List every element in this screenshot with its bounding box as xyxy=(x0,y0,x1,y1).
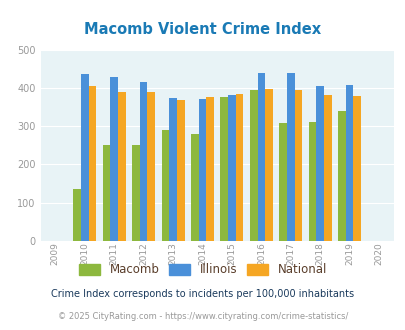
Bar xyxy=(118,92,126,241)
Bar xyxy=(206,97,213,241)
Bar xyxy=(73,189,81,241)
Text: Macomb Violent Crime Index: Macomb Violent Crime Index xyxy=(84,22,321,37)
Bar xyxy=(177,100,184,241)
Bar xyxy=(110,78,118,241)
Bar xyxy=(169,98,177,241)
Bar xyxy=(147,92,155,241)
Bar xyxy=(323,95,331,241)
Bar xyxy=(198,99,206,241)
Bar xyxy=(132,145,139,241)
Bar xyxy=(345,85,353,241)
Text: © 2025 CityRating.com - https://www.cityrating.com/crime-statistics/: © 2025 CityRating.com - https://www.city… xyxy=(58,312,347,321)
Bar xyxy=(161,130,169,241)
Bar xyxy=(353,96,360,241)
Legend: Macomb, Illinois, National: Macomb, Illinois, National xyxy=(79,263,326,276)
Bar xyxy=(220,97,228,241)
Bar xyxy=(190,134,198,241)
Bar xyxy=(228,95,235,241)
Bar xyxy=(286,73,294,241)
Bar xyxy=(308,122,315,241)
Bar xyxy=(235,94,243,241)
Bar xyxy=(81,74,88,241)
Bar xyxy=(294,90,302,241)
Bar xyxy=(279,123,286,241)
Bar xyxy=(88,86,96,241)
Bar xyxy=(257,73,264,241)
Bar xyxy=(337,111,345,241)
Bar xyxy=(264,89,272,241)
Bar xyxy=(102,145,110,241)
Bar xyxy=(139,82,147,241)
Bar xyxy=(315,86,323,241)
Bar xyxy=(249,90,257,241)
Text: Crime Index corresponds to incidents per 100,000 inhabitants: Crime Index corresponds to incidents per… xyxy=(51,289,354,299)
